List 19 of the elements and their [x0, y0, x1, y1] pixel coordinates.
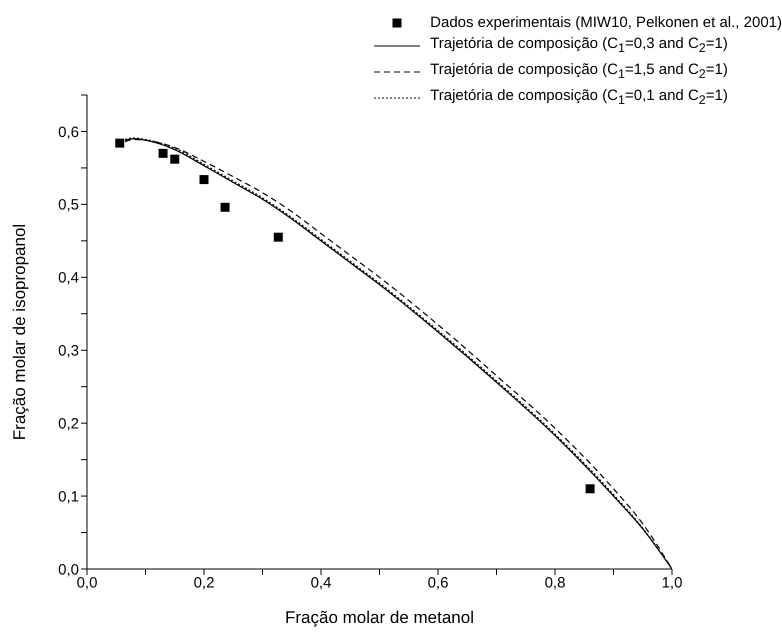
x-tick-label: 0,6	[428, 574, 448, 592]
x-tick-label: 0,0	[76, 574, 98, 592]
y-tick-label: 0,4	[58, 270, 79, 287]
x-tick-label: 0,8	[544, 574, 566, 592]
legend-label: Trajetória de composição (C$_{1}$=0,1 and C$_{2}$=1)	[430, 86, 728, 109]
x-tick-label: 0,4	[310, 574, 332, 592]
y-tick-label: 0,5	[58, 196, 79, 214]
x-tick-label: 0,2	[194, 574, 214, 592]
x-axis-title: Fração molar de metanol	[285, 608, 474, 627]
x-tick-label: 1,0	[662, 574, 682, 592]
y-tick-label: 0,3	[58, 342, 79, 360]
legend-label: Dados experimentais (MIW10, Pelkonen et al., 2001)	[430, 13, 782, 33]
y-tick-label: 0,6	[58, 124, 79, 141]
y-axis-title: Fração molar de isopropanol	[10, 224, 30, 440]
y-tick-label: 0,2	[58, 415, 79, 432]
y-tick-label: 0,1	[58, 488, 79, 506]
y-tick-label: 0,0	[58, 561, 79, 578]
legend-label: Trajetória de composição (C$_{1}$=0,3 and C$_{2}$=1)	[430, 34, 728, 57]
legend-label: Trajetória de composição (C$_{1}$=1,5 and C$_{2}$=1)	[430, 60, 728, 83]
